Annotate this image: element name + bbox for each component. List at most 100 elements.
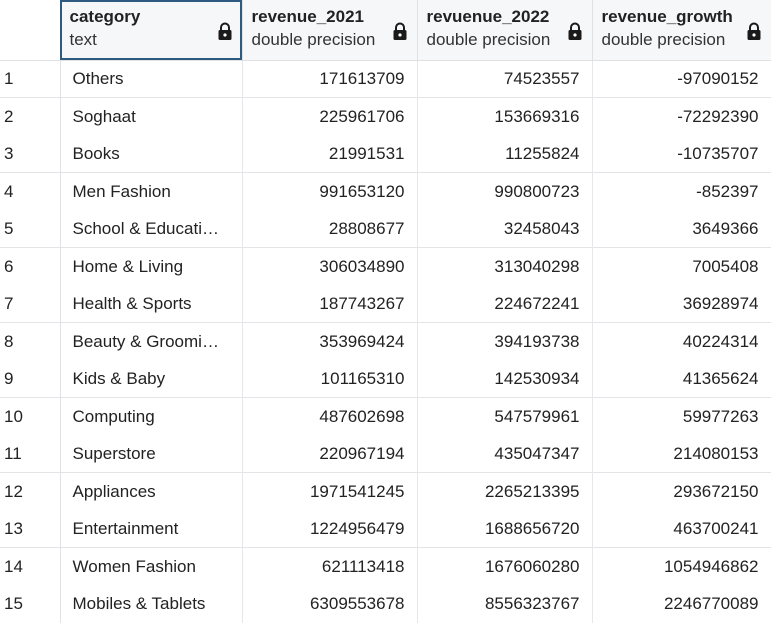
cell-revuenue-2022[interactable]: 990800723 bbox=[417, 172, 593, 210]
cell-revuenue-2022[interactable]: 1676060280 bbox=[417, 547, 593, 585]
table-row[interactable]: 4 Men Fashion 991653120 990800723 -852397 bbox=[0, 172, 771, 210]
cell-revuenue-2022[interactable]: 142530934 bbox=[417, 360, 593, 398]
cell-revuenue-2022[interactable]: 153669316 bbox=[417, 97, 593, 135]
cell-revenue-growth[interactable]: -852397 bbox=[592, 172, 771, 210]
table-row[interactable]: 2 Soghaat 225961706 153669316 -72292390 bbox=[0, 97, 771, 135]
cell-revenue-growth[interactable]: 2246770089 bbox=[592, 585, 771, 623]
cell-revenue-2021[interactable]: 353969424 bbox=[242, 322, 418, 360]
cell-revenue-2021[interactable]: 1224956479 bbox=[242, 510, 418, 548]
row-index-cell[interactable]: 3 bbox=[0, 135, 61, 173]
cell-revenue-growth[interactable]: 1054946862 bbox=[592, 547, 771, 585]
cell-revuenue-2022[interactable]: 74523557 bbox=[417, 59, 593, 98]
row-index-cell[interactable]: 9 bbox=[0, 360, 61, 398]
cell-category[interactable]: Mobiles & Tablets bbox=[60, 585, 243, 623]
cell-revenue-2021[interactable]: 1971541245 bbox=[242, 472, 418, 510]
cell-revuenue-2022[interactable]: 394193738 bbox=[417, 322, 593, 360]
cell-revenue-growth[interactable]: 36928974 bbox=[592, 285, 771, 323]
cell-revenue-2021[interactable]: 991653120 bbox=[242, 172, 418, 210]
table-row[interactable]: 1 Others 171613709 74523557 -97090152 bbox=[0, 59, 771, 98]
row-index-cell[interactable]: 4 bbox=[0, 172, 61, 210]
cell-revuenue-2022[interactable]: 1688656720 bbox=[417, 510, 593, 548]
row-index-cell[interactable]: 2 bbox=[0, 97, 61, 135]
table-row[interactable]: 8 Beauty & Groomi… 353969424 394193738 40224… bbox=[0, 322, 771, 360]
lock-icon bbox=[568, 22, 581, 40]
cell-revenue-growth[interactable]: -97090152 bbox=[592, 59, 771, 98]
row-index-cell[interactable]: 6 bbox=[0, 247, 61, 285]
cell-revenue-2021[interactable]: 187743267 bbox=[242, 285, 418, 323]
cell-category[interactable]: Home & Living bbox=[60, 247, 243, 285]
cell-revenue-growth[interactable]: 41365624 bbox=[592, 360, 771, 398]
row-index-cell[interactable]: 14 bbox=[0, 547, 61, 585]
cell-category[interactable]: Men Fashion bbox=[60, 172, 243, 210]
column-header-revenue-growth[interactable]: revenue_growth double precision bbox=[592, 0, 771, 61]
cell-revenue-growth[interactable]: 214080153 bbox=[592, 435, 771, 473]
row-index-cell[interactable]: 11 bbox=[0, 435, 61, 473]
cell-category[interactable]: Health & Sports bbox=[60, 285, 243, 323]
cell-category[interactable]: Appliances bbox=[60, 472, 243, 510]
column-header-category[interactable]: category text bbox=[60, 0, 243, 61]
table-row[interactable]: 10 Computing 487602698 547579961 59977263 bbox=[0, 397, 771, 435]
header-row: category text revenue_2021 double precis… bbox=[0, 0, 771, 61]
row-index-cell[interactable]: 13 bbox=[0, 510, 61, 548]
cell-revenue-growth[interactable]: 463700241 bbox=[592, 510, 771, 548]
cell-revenue-2021[interactable]: 171613709 bbox=[242, 59, 418, 98]
cell-revuenue-2022[interactable]: 11255824 bbox=[417, 135, 593, 173]
cell-revenue-2021[interactable]: 225961706 bbox=[242, 97, 418, 135]
cell-revenue-growth[interactable]: 7005408 bbox=[592, 247, 771, 285]
table-row[interactable]: 14 Women Fashion 621113418 1676060280 105494… bbox=[0, 547, 771, 585]
cell-revenue-growth[interactable]: 59977263 bbox=[592, 397, 771, 435]
cell-revuenue-2022[interactable]: 8556323767 bbox=[417, 585, 593, 623]
table-row[interactable]: 6 Home & Living 306034890 313040298 7005408 bbox=[0, 247, 771, 285]
row-index-cell[interactable]: 12 bbox=[0, 472, 61, 510]
table-row[interactable]: 11 Superstore 220967194 435047347 214080153 bbox=[0, 435, 771, 473]
cell-revuenue-2022[interactable]: 2265213395 bbox=[417, 472, 593, 510]
row-index-cell[interactable]: 10 bbox=[0, 397, 61, 435]
column-header-revenue-2021[interactable]: revenue_2021 double precision bbox=[242, 0, 418, 61]
cell-revuenue-2022[interactable]: 32458043 bbox=[417, 210, 593, 248]
cell-revuenue-2022[interactable]: 313040298 bbox=[417, 247, 593, 285]
cell-revenue-2021[interactable]: 487602698 bbox=[242, 397, 418, 435]
row-index-cell[interactable]: 5 bbox=[0, 210, 61, 248]
table-row[interactable]: 13 Entertainment 1224956479 1688656720 46370… bbox=[0, 510, 771, 548]
cell-category[interactable]: Kids & Baby bbox=[60, 360, 243, 398]
table-row[interactable]: 9 Kids & Baby 101165310 142530934 41365624 bbox=[0, 360, 771, 398]
cell-category[interactable]: Women Fashion bbox=[60, 547, 243, 585]
cell-revenue-growth[interactable]: -10735707 bbox=[592, 135, 771, 173]
cell-revenue-growth[interactable]: -72292390 bbox=[592, 97, 771, 135]
cell-revenue-2021[interactable]: 6309553678 bbox=[242, 585, 418, 623]
cell-revenue-growth[interactable]: 3649366 bbox=[592, 210, 771, 248]
cell-revenue-2021[interactable]: 220967194 bbox=[242, 435, 418, 473]
row-index-cell[interactable]: 15 bbox=[0, 585, 61, 623]
cell-category[interactable]: Others bbox=[60, 59, 243, 98]
cell-category[interactable]: Computing bbox=[60, 397, 243, 435]
cell-category[interactable]: Soghaat bbox=[60, 97, 243, 135]
cell-revuenue-2022[interactable]: 224672241 bbox=[417, 285, 593, 323]
column-header-revuenue-2022[interactable]: revuenue_2022 double precision bbox=[417, 0, 593, 61]
cell-revenue-2021[interactable]: 101165310 bbox=[242, 360, 418, 398]
cell-revenue-2021[interactable]: 621113418 bbox=[242, 547, 418, 585]
cell-revenue-2021[interactable]: 28808677 bbox=[242, 210, 418, 248]
row-index-header[interactable] bbox=[0, 0, 61, 61]
row-index-cell[interactable]: 7 bbox=[0, 285, 61, 323]
cell-revuenue-2022[interactable]: 547579961 bbox=[417, 397, 593, 435]
cell-category[interactable]: Entertainment bbox=[60, 510, 243, 548]
cell-revenue-growth[interactable]: 293672150 bbox=[592, 472, 771, 510]
results-body: 1 Others 171613709 74523557 -97090152 2 Soghaa… bbox=[0, 59, 771, 623]
table-row[interactable]: 5 School & Educati… 28808677 32458043 364936… bbox=[0, 210, 771, 248]
table-row[interactable]: 3 Books 21991531 11255824 -10735707 bbox=[0, 135, 771, 173]
table-row[interactable]: 7 Health & Sports 187743267 224672241 369289… bbox=[0, 285, 771, 323]
lock-icon bbox=[393, 22, 406, 40]
table-row[interactable]: 15 Mobiles & Tablets 6309553678 8556323767 2… bbox=[0, 585, 771, 623]
cell-category[interactable]: Books bbox=[60, 135, 243, 173]
cell-revenue-growth[interactable]: 40224314 bbox=[592, 322, 771, 360]
cell-revenue-2021[interactable]: 21991531 bbox=[242, 135, 418, 173]
cell-category[interactable]: Beauty & Groomi… bbox=[60, 322, 243, 360]
cell-revenue-2021[interactable]: 306034890 bbox=[242, 247, 418, 285]
table-row[interactable]: 12 Appliances 1971541245 2265213395 29367215… bbox=[0, 472, 771, 510]
row-index-cell[interactable]: 1 bbox=[0, 59, 61, 98]
cell-category[interactable]: School & Educati… bbox=[60, 210, 243, 248]
cell-category[interactable]: Superstore bbox=[60, 435, 243, 473]
cell-revuenue-2022[interactable]: 435047347 bbox=[417, 435, 593, 473]
row-index-cell[interactable]: 8 bbox=[0, 322, 61, 360]
column-type: double precision bbox=[426, 30, 551, 49]
